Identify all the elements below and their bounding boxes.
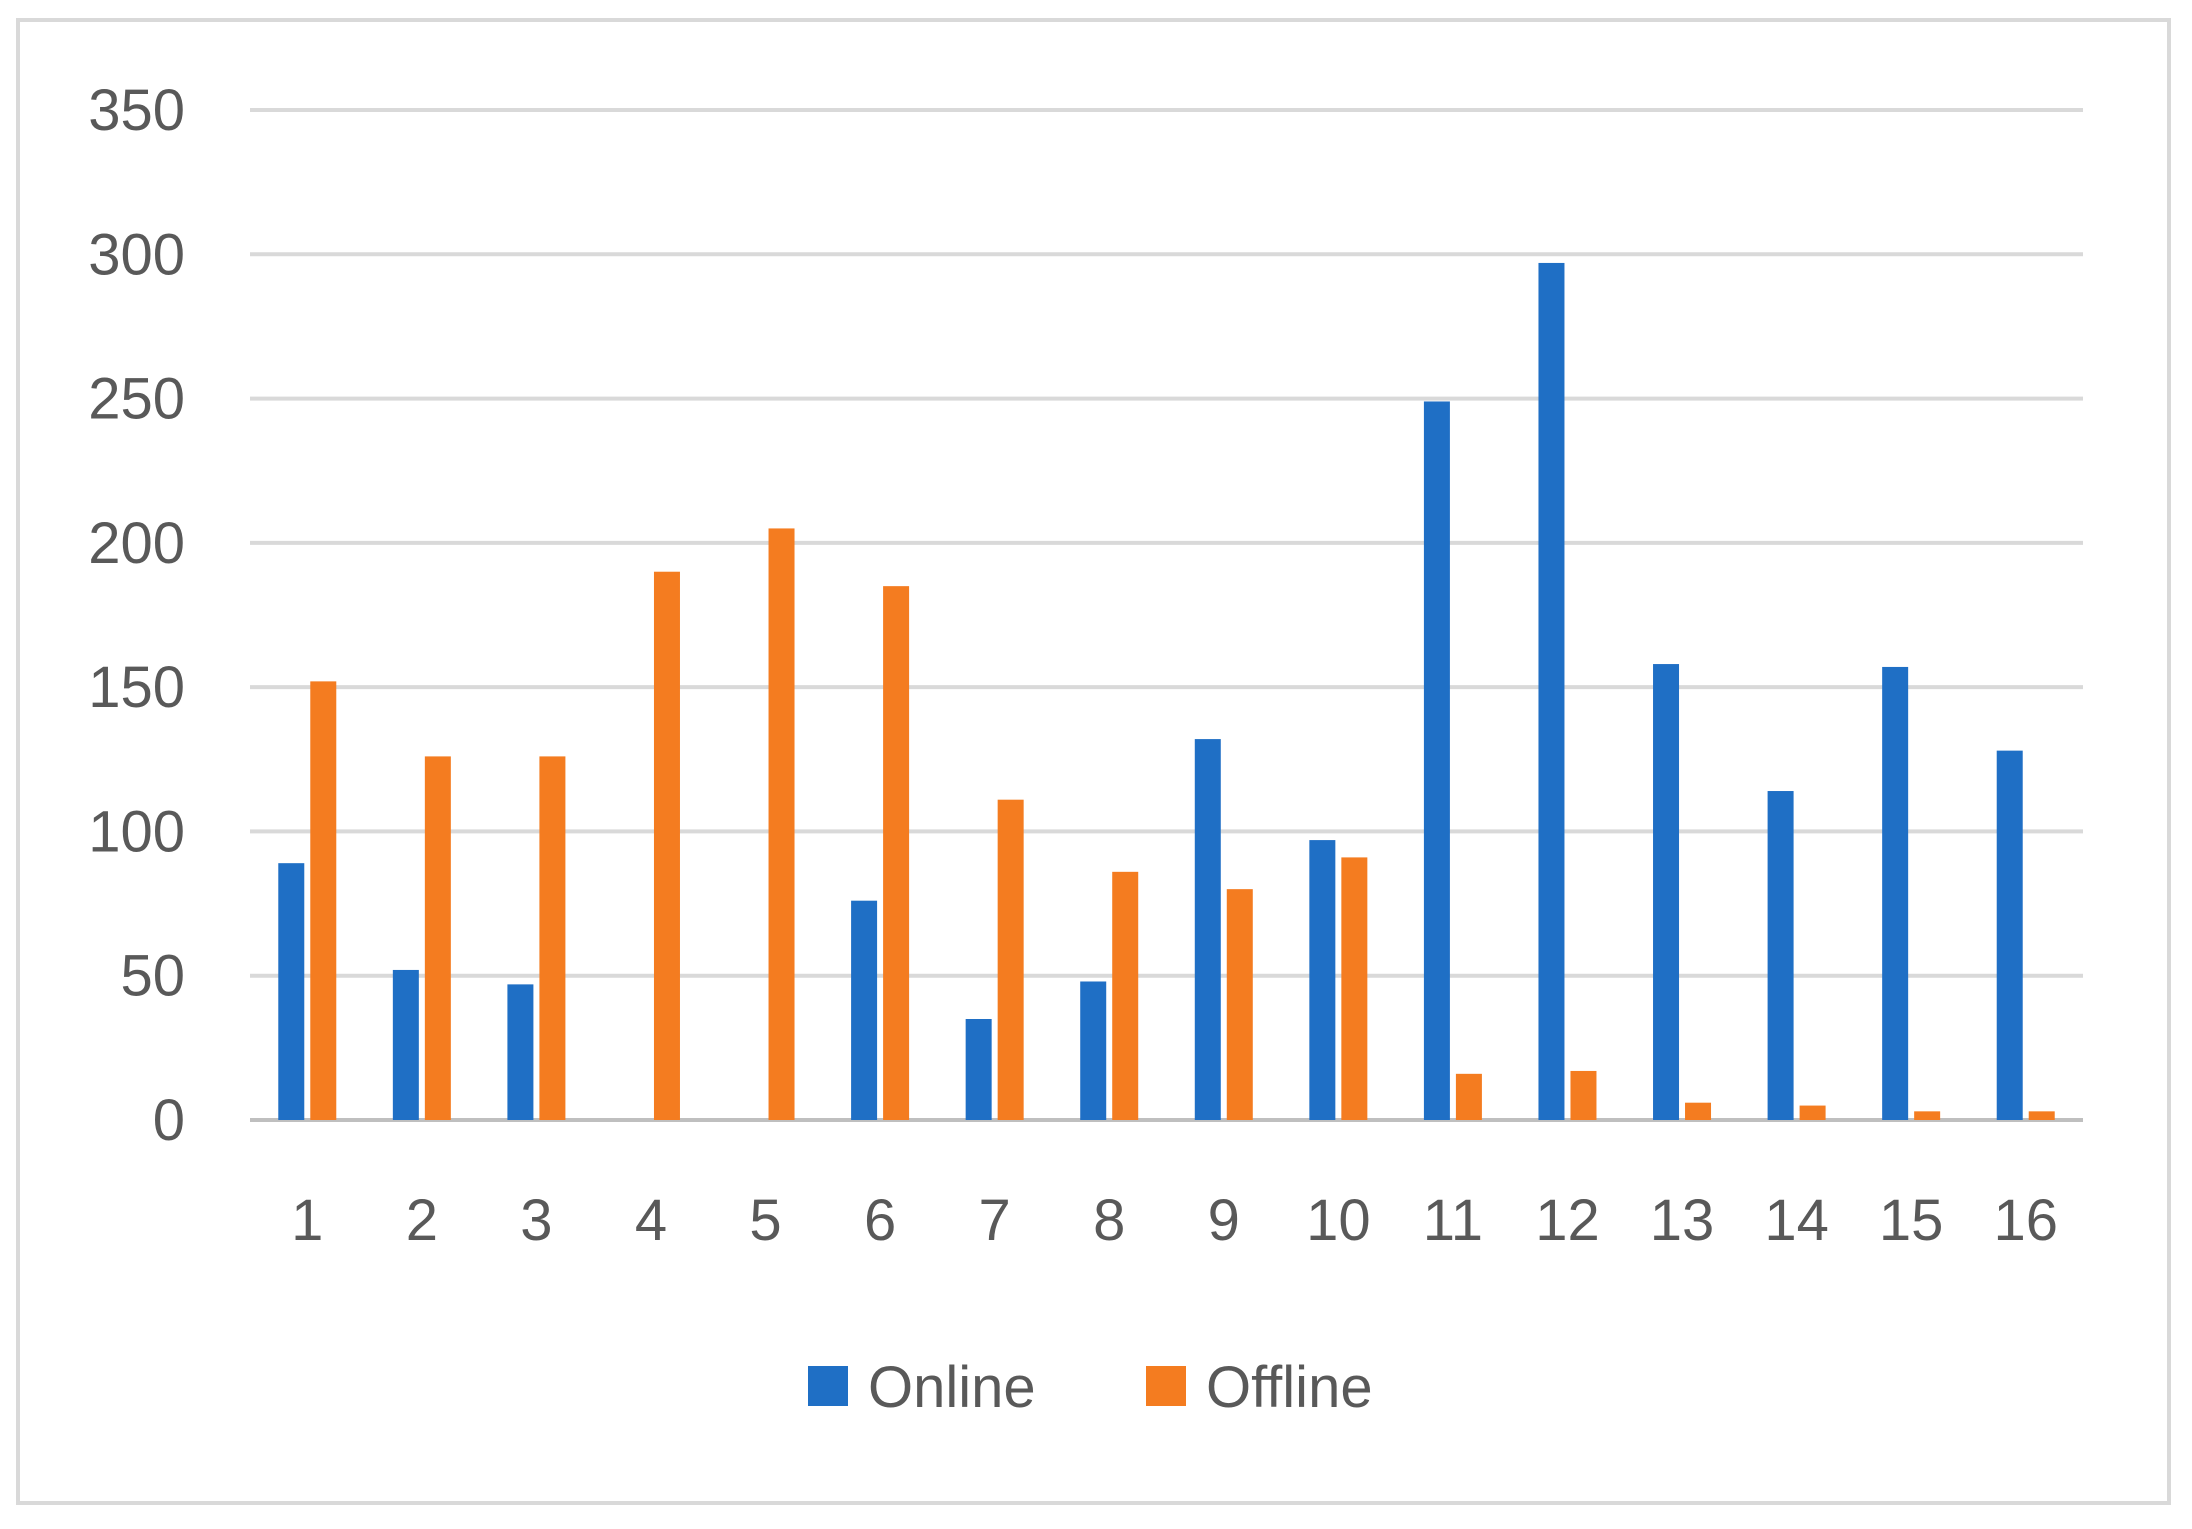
bars xyxy=(278,262,2055,1120)
legend: Online Offline xyxy=(808,1355,1373,1420)
x-tick-label: 10 xyxy=(1306,1188,1371,1253)
x-tick-label: 8 xyxy=(1093,1188,1125,1253)
bar-offline-11 xyxy=(1455,1073,1482,1120)
bar-offline-9 xyxy=(1226,889,1253,1120)
bar-offline-10 xyxy=(1341,857,1368,1120)
bar-offline-2 xyxy=(424,756,451,1120)
bar-offline-6 xyxy=(883,586,910,1120)
bar-online-12 xyxy=(1538,262,1565,1120)
bar-online-6 xyxy=(851,900,878,1120)
bar-offline-16 xyxy=(2028,1111,2055,1120)
legend-label-online: Online xyxy=(868,1355,1036,1420)
bar-offline-1 xyxy=(310,681,337,1120)
bar-offline-15 xyxy=(1914,1111,1941,1120)
x-tick-label: 13 xyxy=(1650,1188,1715,1253)
bar-offline-12 xyxy=(1570,1070,1597,1120)
bar-offline-4 xyxy=(653,571,680,1120)
chart-frame xyxy=(16,18,2171,1505)
x-tick-label: 4 xyxy=(635,1188,667,1253)
y-tick-label: 300 xyxy=(88,222,185,287)
bar-online-3 xyxy=(507,984,534,1120)
y-tick-label: 100 xyxy=(88,799,185,864)
y-tick-label: 50 xyxy=(120,944,185,1009)
bar-online-2 xyxy=(392,969,419,1120)
bar-offline-14 xyxy=(1799,1105,1826,1120)
y-tick-label: 0 xyxy=(153,1088,185,1153)
y-tick-label: 200 xyxy=(88,511,185,576)
x-tick-label: 2 xyxy=(406,1188,438,1253)
x-tick-label: 16 xyxy=(1993,1188,2058,1253)
bar-online-9 xyxy=(1194,739,1221,1120)
x-tick-label: 9 xyxy=(1208,1188,1240,1253)
bar-online-8 xyxy=(1080,981,1107,1120)
x-tick-label: 1 xyxy=(291,1188,323,1253)
x-tick-label: 14 xyxy=(1764,1188,1829,1253)
bar-online-14 xyxy=(1767,791,1794,1120)
bar-online-16 xyxy=(1996,750,2023,1120)
x-tick-label: 12 xyxy=(1535,1188,1600,1253)
y-tick-label: 150 xyxy=(88,655,185,720)
x-axis-ticks: 1 2 3 4 5 6 7 8 9 10 11 12 13 14 15 16 xyxy=(291,1188,2058,1253)
legend-swatch-offline xyxy=(1146,1366,1186,1406)
bar-online-7 xyxy=(965,1019,992,1120)
bar-online-1 xyxy=(278,863,305,1120)
y-axis-ticks: 0 50 100 150 200 250 300 350 xyxy=(88,78,185,1153)
bar-online-10 xyxy=(1309,840,1336,1120)
x-tick-label: 5 xyxy=(749,1188,781,1253)
bar-offline-8 xyxy=(1112,871,1139,1120)
bar-offline-5 xyxy=(768,528,795,1120)
legend-label-offline: Offline xyxy=(1206,1355,1373,1420)
bar-online-11 xyxy=(1423,401,1450,1120)
bar-offline-7 xyxy=(997,799,1024,1120)
x-tick-label: 3 xyxy=(520,1188,552,1253)
x-tick-label: 15 xyxy=(1879,1188,1944,1253)
x-tick-label: 11 xyxy=(1423,1188,1483,1253)
bar-online-13 xyxy=(1653,664,1680,1120)
y-tick-label: 350 xyxy=(88,78,185,143)
y-tick-label: 250 xyxy=(88,367,185,432)
bar-offline-3 xyxy=(539,756,566,1120)
x-tick-label: 6 xyxy=(864,1188,896,1253)
gridlines xyxy=(250,108,2083,1122)
x-tick-label: 7 xyxy=(979,1188,1011,1253)
legend-swatch-online xyxy=(808,1366,848,1406)
bar-online-15 xyxy=(1882,666,1909,1120)
bar-offline-13 xyxy=(1685,1102,1712,1120)
